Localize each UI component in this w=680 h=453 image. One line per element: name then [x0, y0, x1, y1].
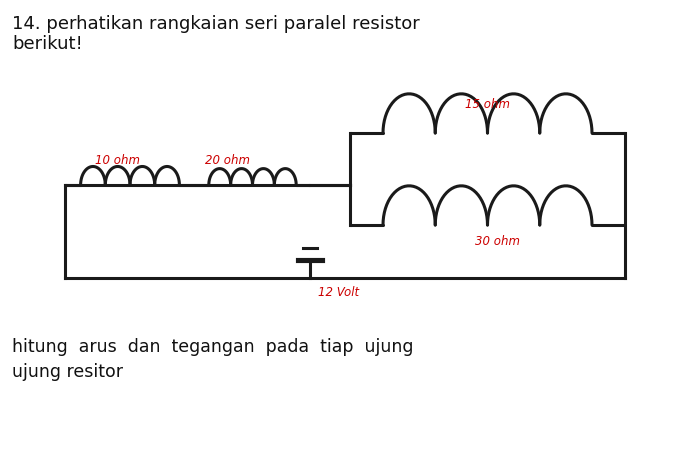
Text: ujung resitor: ujung resitor: [12, 363, 123, 381]
Text: 10 ohm: 10 ohm: [95, 154, 140, 167]
Text: hitung  arus  dan  tegangan  pada  tiap  ujung: hitung arus dan tegangan pada tiap ujung: [12, 338, 413, 356]
Text: 14. perhatikan rangkaian seri paralel resistor: 14. perhatikan rangkaian seri paralel re…: [12, 15, 420, 33]
Text: 20 ohm: 20 ohm: [205, 154, 250, 167]
Text: berikut!: berikut!: [12, 35, 83, 53]
Text: 30 ohm: 30 ohm: [475, 235, 520, 248]
Text: 15 ohm: 15 ohm: [465, 98, 510, 111]
Text: 12 Volt: 12 Volt: [318, 286, 359, 299]
